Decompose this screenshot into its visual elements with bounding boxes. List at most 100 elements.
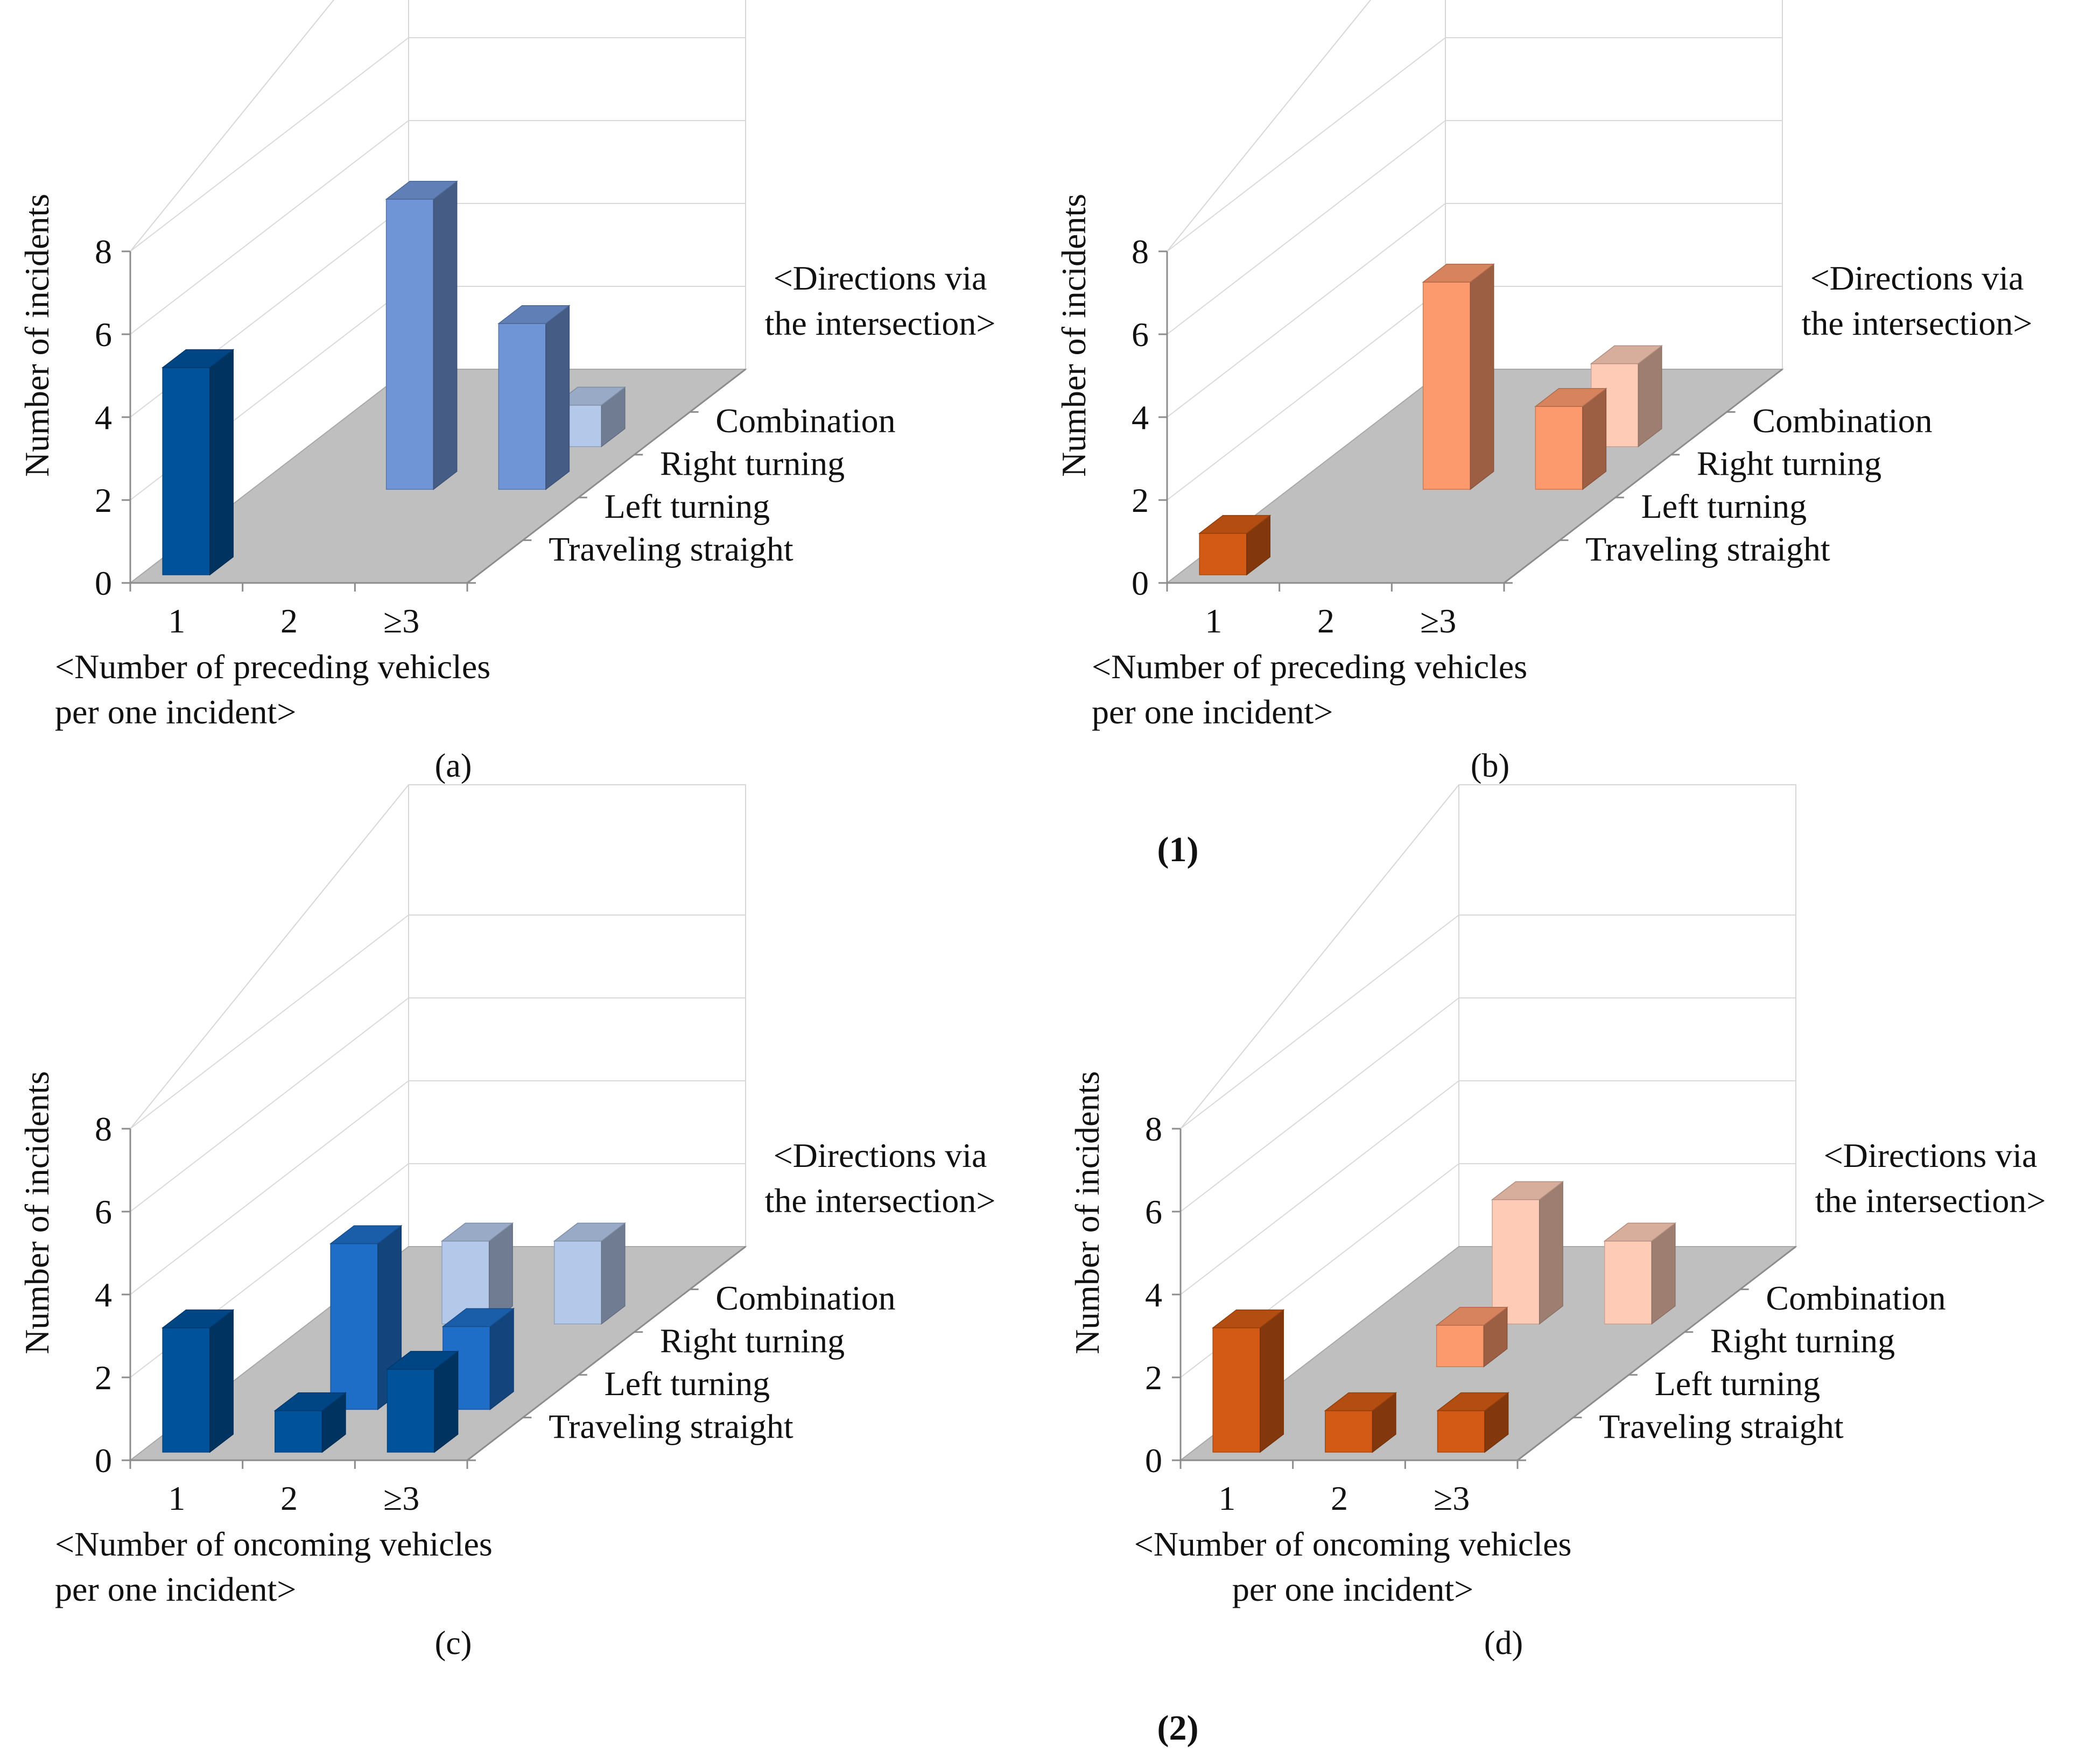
- bar-front-face: [1437, 1410, 1485, 1453]
- y-tick-label: 2: [1145, 1359, 1162, 1397]
- panel-caption: (a): [435, 748, 472, 784]
- bar-front-face: [1422, 282, 1471, 490]
- depth-axis-title-line: the intersection>: [1815, 1181, 2046, 1220]
- y-tick-label: 4: [95, 398, 112, 437]
- bar-top-face: [1435, 1307, 1508, 1326]
- depth-tick-label: Traveling straight: [549, 530, 793, 568]
- bar-front-face: [330, 1243, 378, 1410]
- bar-top-face: [385, 181, 458, 200]
- bar-front-face: [1212, 1327, 1261, 1453]
- bar-top-face: [161, 349, 235, 368]
- bar-right-turning-2: [497, 305, 571, 490]
- back-wall: [1458, 784, 1796, 1247]
- bar-traveling-straight-1: [273, 1392, 347, 1453]
- y-tick-label: 4: [95, 1276, 112, 1314]
- group-caption-1: (1): [1157, 830, 1199, 869]
- bar-traveling-straight-1: [1324, 1392, 1397, 1453]
- bar-top-face: [1590, 345, 1663, 364]
- bar-side-face: [1470, 263, 1494, 490]
- y-tick-label: 6: [95, 1193, 112, 1231]
- bar-side-face: [1260, 1309, 1284, 1453]
- depth-tick-label: Right turning: [1710, 1322, 1895, 1360]
- y-tick-label: 2: [1132, 481, 1149, 519]
- bar-top-face: [1211, 1309, 1285, 1328]
- bar-right-turning-1: [385, 180, 458, 490]
- y-axis-title: Number of incidents: [1068, 1071, 1106, 1354]
- bar-top-face: [553, 386, 627, 406]
- x-tick-label: 1: [1205, 602, 1222, 640]
- left-wall-top-line: [130, 784, 409, 1129]
- y-tick-label: 8: [1132, 233, 1149, 271]
- bar-traveling-straight-0: [1198, 515, 1272, 576]
- y-tick-label: 6: [1145, 1193, 1162, 1231]
- depth-tick-label: Traveling straight: [549, 1407, 793, 1445]
- bar-combination-1: [440, 1222, 514, 1325]
- depth-tick-label: Right turning: [660, 445, 845, 483]
- panel-caption: (d): [1484, 1625, 1523, 1662]
- y-tick-label: 0: [1132, 564, 1149, 602]
- y-tick-label: 8: [1145, 1110, 1162, 1148]
- bar-side-face: [545, 305, 570, 490]
- depth-axis-line: [467, 368, 746, 584]
- chart-panel-d: 0 2 4 6 8 1 2 ≥3 Traveling straight Left turning R…: [1068, 784, 2046, 1662]
- depth-axis-line: [1504, 368, 1783, 584]
- x-axis-title-line: per one incident>: [1232, 1570, 1473, 1608]
- bar-front-face: [1492, 1199, 1540, 1325]
- bar-front-face: [1604, 1240, 1653, 1325]
- bar-side-face: [433, 180, 458, 490]
- depth-tick-label: Combination: [1752, 402, 1932, 440]
- bar-traveling-straight-0: [161, 349, 235, 576]
- y-tick-label: 8: [95, 233, 112, 271]
- bar-side-face: [209, 349, 234, 576]
- y-tick-label: 2: [95, 481, 112, 519]
- depth-tick-label: Left turning: [605, 487, 770, 525]
- left-wall-top-line: [1180, 784, 1459, 1129]
- bar-right-turning-2: [1534, 388, 1607, 490]
- chart-panel-c: 0 2 4 6 8 1 2 ≥3 Traveling straight Left turning R…: [18, 784, 995, 1662]
- bar-front-face: [1436, 1325, 1485, 1367]
- bar-top-face: [329, 1225, 403, 1244]
- depth-tick-label: Left turning: [1655, 1364, 1820, 1403]
- x-tick-label: ≥3: [383, 602, 419, 640]
- x-tick-label: 2: [1317, 602, 1335, 640]
- depth-axis-title-line: the intersection>: [765, 304, 996, 342]
- y-tick-label: 4: [1132, 398, 1149, 437]
- depth-tick-label: Combination: [1766, 1279, 1946, 1317]
- bar-top-face: [161, 1309, 235, 1328]
- bar-top-face: [1436, 1392, 1509, 1411]
- x-tick-label: ≥3: [383, 1479, 419, 1517]
- bar-traveling-straight-0: [1211, 1309, 1285, 1453]
- x-axis-title-line: <Number of oncoming vehicles: [1134, 1525, 1572, 1563]
- depth-axis-title-line: <Directions via: [1824, 1136, 2038, 1174]
- depth-tick-label: Combination: [715, 1279, 895, 1317]
- bar-combination-2: [1603, 1222, 1677, 1325]
- back-wall: [408, 0, 746, 370]
- depth-tick-label: Traveling straight: [1585, 530, 1830, 568]
- bar-front-face: [385, 199, 434, 490]
- bar-traveling-straight-0: [161, 1309, 235, 1453]
- back-wall: [1445, 0, 1783, 370]
- bar-combination-2: [553, 1222, 627, 1325]
- bar-side-face: [209, 1309, 234, 1453]
- depth-tick-label: Left turning: [605, 1364, 770, 1403]
- y-tick-label: 6: [95, 315, 112, 354]
- x-axis-title-line: per one incident>: [55, 693, 296, 731]
- bar-top-face: [1198, 515, 1272, 534]
- y-axis-title: Number of incidents: [18, 1071, 56, 1354]
- y-tick-label: 0: [95, 1441, 112, 1480]
- x-tick-label: ≥3: [1434, 1479, 1470, 1517]
- bar-top-face: [273, 1392, 347, 1411]
- y-tick-label: 6: [1132, 315, 1149, 354]
- bar-right-turning-1: [1422, 263, 1495, 490]
- bar-top-face: [386, 1350, 459, 1370]
- y-axis-title: Number of incidents: [18, 194, 56, 477]
- bar-right-turning-1: [1435, 1306, 1508, 1368]
- y-tick-label: 8: [95, 1110, 112, 1148]
- depth-tick-label: Left turning: [1641, 487, 1807, 525]
- depth-axis-line: [467, 1246, 746, 1461]
- x-axis-title-line: per one incident>: [55, 1570, 296, 1608]
- depth-axis-title-line: the intersection>: [1802, 304, 2033, 342]
- depth-tick-label: Right turning: [1697, 445, 1881, 483]
- bar-front-face: [275, 1410, 323, 1453]
